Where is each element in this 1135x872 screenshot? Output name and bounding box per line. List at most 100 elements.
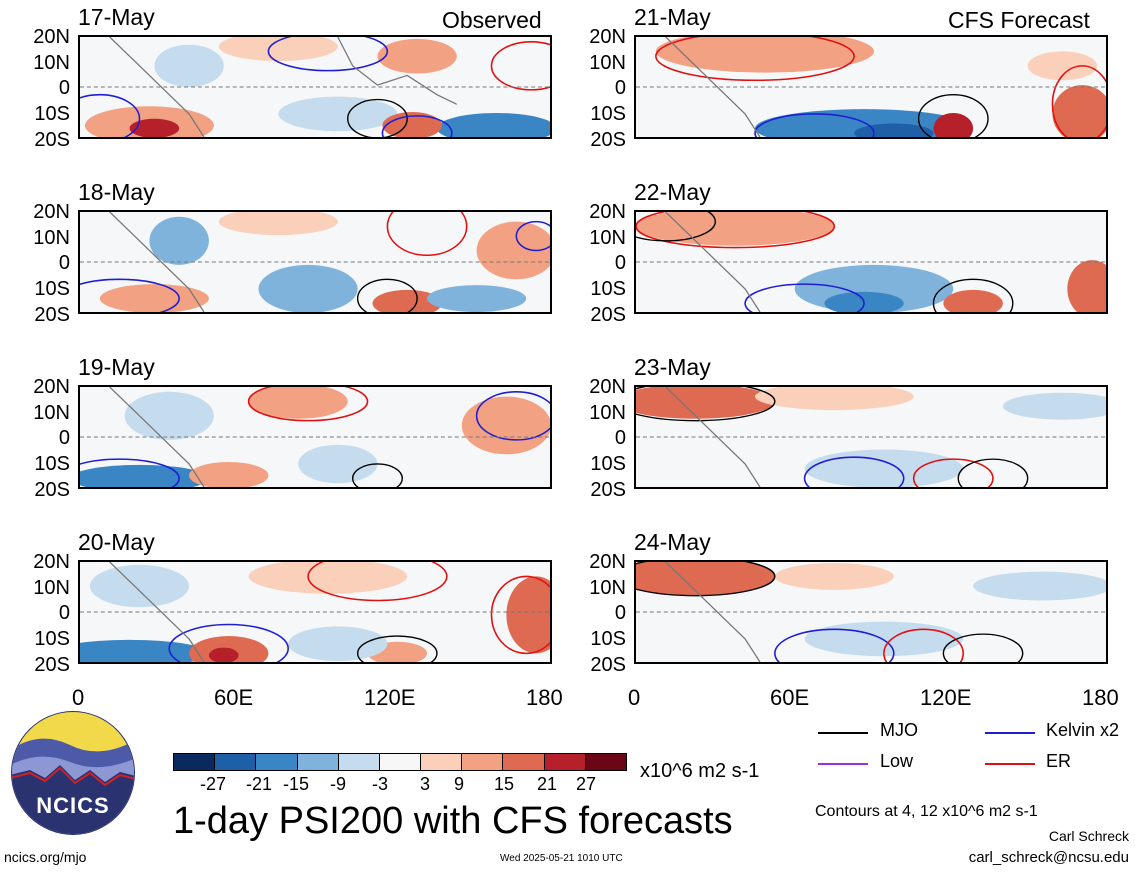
observed-label: Observed — [442, 7, 542, 33]
lon-label-0: 0 — [628, 685, 641, 710]
colorbar-swatch — [461, 753, 504, 771]
lon-label-60e: 60E — [770, 685, 810, 710]
map-panel-19-may — [78, 385, 552, 489]
logo-text: NCICS — [36, 793, 109, 818]
lat-label-20n: 20N — [33, 201, 70, 223]
lat-label-20n: 20N — [33, 26, 70, 48]
panel-date-18-may: 18-May — [78, 179, 155, 205]
panel-date-22-may: 22-May — [634, 179, 711, 205]
lat-label-10n: 10N — [589, 227, 626, 249]
legend-label-mjo: MJO — [880, 720, 918, 740]
lat-label-20s: 20S — [34, 304, 70, 326]
lon-label-120e: 120E — [364, 685, 416, 710]
lat-label-10n: 10N — [33, 227, 70, 249]
lon-label-120e: 120E — [920, 685, 972, 710]
panel-date-24-may: 24-May — [634, 529, 711, 555]
lat-label-0: 0 — [58, 77, 70, 99]
lat-label-20s: 20S — [590, 479, 626, 501]
site-link[interactable]: ncics.org/mjo — [4, 849, 87, 865]
page-title: 1-day PSI200 with CFS forecasts — [173, 800, 733, 842]
lat-label-20s: 20S — [34, 479, 70, 501]
colorbar-swatch — [378, 753, 422, 771]
colorbar-units: x10^6 m2 s-1 — [640, 760, 760, 782]
lat-label-20n: 20N — [589, 376, 626, 398]
map-panel-24-may — [634, 560, 1108, 664]
lat-label-10n: 10N — [33, 52, 70, 74]
lat-label-20n: 20N — [589, 551, 626, 573]
legend-label-er: ER — [1046, 751, 1072, 771]
lat-label-10n: 10N — [33, 577, 70, 599]
lon-label-60e: 60E — [214, 685, 254, 710]
map-panel-22-may — [634, 210, 1108, 314]
lat-label-20s: 20S — [590, 304, 626, 326]
colorbar-label: 15 — [494, 774, 515, 794]
panel-date-20-may: 20-May — [78, 529, 155, 555]
panel-date-17-may: 17-May — [78, 4, 155, 30]
lat-label-10s: 10S — [590, 278, 626, 300]
colorbar-swatch — [255, 753, 298, 771]
lat-label-20n: 20N — [33, 551, 70, 573]
colorbar-label: 21 — [537, 774, 558, 794]
colorbar-label: -15 — [283, 774, 310, 794]
colorbar-swatch — [420, 753, 463, 771]
panel-date-23-may: 23-May — [634, 354, 711, 380]
colorbar-swatch — [502, 753, 545, 771]
colorbar-swatch — [337, 753, 380, 771]
colorbar-swatch — [214, 753, 257, 771]
colorbar-label: 3 — [420, 774, 431, 794]
legend-label-kelvin: Kelvin x2 — [1046, 720, 1120, 740]
lat-label-10n: 10N — [589, 577, 626, 599]
lon-label-0: 0 — [72, 685, 85, 710]
lat-label-10s: 10S — [590, 103, 626, 125]
lat-label-20s: 20S — [590, 654, 626, 676]
lon-label-180: 180 — [526, 685, 563, 710]
lat-label-20n: 20N — [589, 201, 626, 223]
lat-label-20s: 20S — [34, 654, 70, 676]
colorbar-label: 27 — [576, 774, 597, 794]
colorbar-label: -21 — [246, 774, 273, 794]
lat-label-10s: 10S — [590, 628, 626, 650]
map-panel-18-may — [78, 210, 552, 314]
lat-label-10n: 10N — [589, 402, 626, 424]
map-panel-20-may — [78, 560, 552, 664]
lat-label-10s: 10S — [34, 628, 70, 650]
colorbar-label: -3 — [372, 774, 389, 794]
lat-label-10n: 10N — [33, 402, 70, 424]
colorbar-swatch — [543, 753, 586, 771]
author-name: Carl Schreck — [1048, 828, 1129, 844]
colorbar-label: -27 — [200, 774, 227, 794]
lat-label-20n: 20N — [33, 376, 70, 398]
legend-line-er — [985, 763, 1035, 765]
lat-label-20s: 20S — [34, 129, 70, 151]
colorbar-label: -9 — [330, 774, 347, 794]
lat-label-10n: 10N — [589, 52, 626, 74]
map-panel-17-may — [78, 35, 552, 139]
colorbar — [173, 753, 627, 771]
colorbar-swatch — [173, 753, 216, 771]
lat-label-0: 0 — [58, 252, 70, 274]
lat-label-10s: 10S — [34, 103, 70, 125]
lat-label-10s: 10S — [590, 453, 626, 475]
lat-label-0: 0 — [58, 602, 70, 624]
lat-label-0: 0 — [614, 427, 626, 449]
cfs-forecast-label: CFS Forecast — [948, 7, 1090, 33]
contour-note: Contours at 4, 12 x10^6 m2 s-1 — [815, 803, 1038, 820]
colorbar-swatch — [296, 753, 339, 771]
panel-date-19-may: 19-May — [78, 354, 155, 380]
legend-line-mjo — [818, 732, 868, 734]
author-email[interactable]: carl_schreck@ncsu.edu — [968, 849, 1129, 866]
legend-label-low: Low — [880, 751, 914, 771]
lat-label-0: 0 — [614, 252, 626, 274]
timestamp: Wed 2025-05-21 1010 UTC — [500, 853, 623, 864]
colorbar-label: 9 — [454, 774, 465, 794]
lat-label-10s: 10S — [34, 278, 70, 300]
lat-label-20n: 20N — [589, 26, 626, 48]
ncics-logo: NCICS — [10, 710, 136, 836]
lat-label-0: 0 — [58, 427, 70, 449]
colorbar-swatch — [584, 753, 627, 771]
lat-label-10s: 10S — [34, 453, 70, 475]
legend-line-low — [818, 763, 868, 765]
lon-label-180: 180 — [1082, 685, 1119, 710]
lat-label-20s: 20S — [590, 129, 626, 151]
panel-date-21-may: 21-May — [634, 4, 711, 30]
